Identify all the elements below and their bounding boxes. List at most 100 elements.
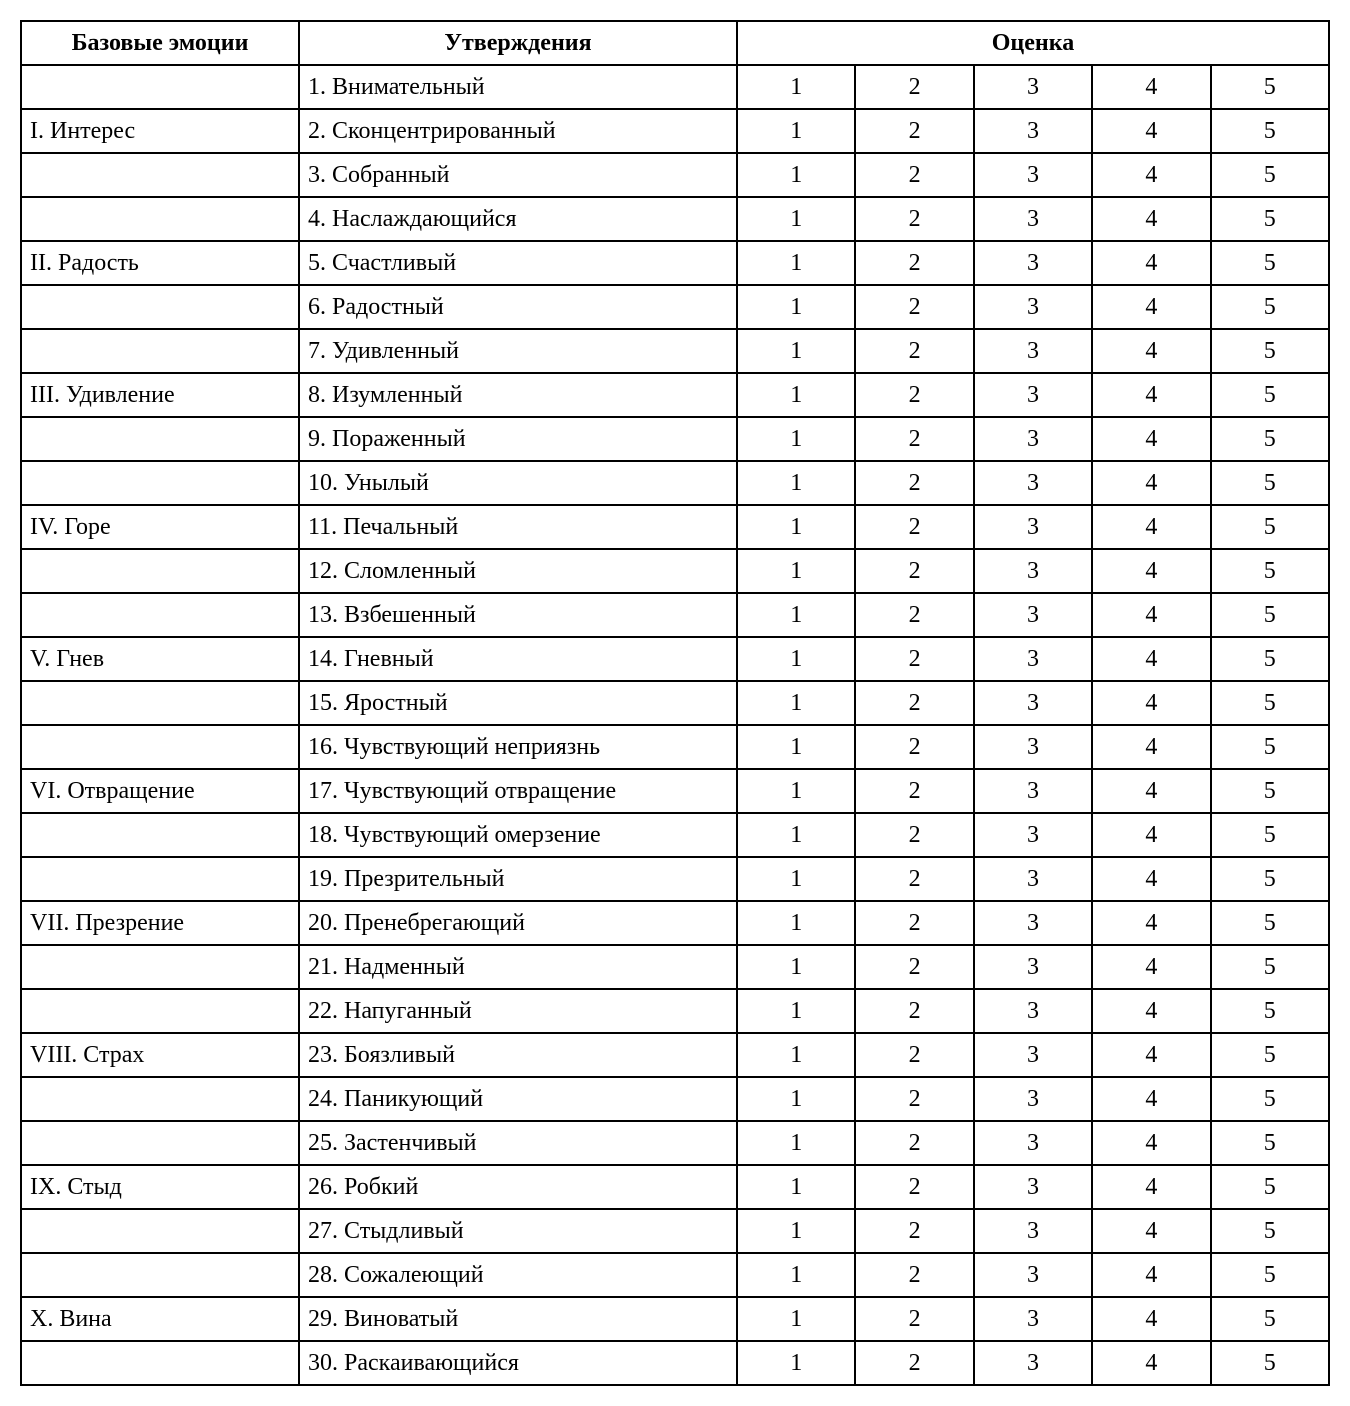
rating-cell[interactable]: 3 bbox=[974, 1209, 1092, 1253]
rating-cell[interactable]: 4 bbox=[1092, 593, 1210, 637]
rating-cell[interactable]: 3 bbox=[974, 505, 1092, 549]
rating-cell[interactable]: 1 bbox=[737, 505, 855, 549]
rating-cell[interactable]: 1 bbox=[737, 241, 855, 285]
rating-cell[interactable]: 2 bbox=[855, 329, 973, 373]
rating-cell[interactable]: 5 bbox=[1211, 241, 1329, 285]
rating-cell[interactable]: 3 bbox=[974, 901, 1092, 945]
rating-cell[interactable]: 5 bbox=[1211, 1077, 1329, 1121]
rating-cell[interactable]: 5 bbox=[1211, 1121, 1329, 1165]
rating-cell[interactable]: 4 bbox=[1092, 681, 1210, 725]
rating-cell[interactable]: 5 bbox=[1211, 813, 1329, 857]
rating-cell[interactable]: 4 bbox=[1092, 373, 1210, 417]
rating-cell[interactable]: 4 bbox=[1092, 857, 1210, 901]
rating-cell[interactable]: 4 bbox=[1092, 329, 1210, 373]
rating-cell[interactable]: 2 bbox=[855, 549, 973, 593]
rating-cell[interactable]: 4 bbox=[1092, 1297, 1210, 1341]
rating-cell[interactable]: 4 bbox=[1092, 1253, 1210, 1297]
rating-cell[interactable]: 4 bbox=[1092, 989, 1210, 1033]
rating-cell[interactable]: 4 bbox=[1092, 901, 1210, 945]
rating-cell[interactable]: 1 bbox=[737, 681, 855, 725]
rating-cell[interactable]: 2 bbox=[855, 1121, 973, 1165]
rating-cell[interactable]: 2 bbox=[855, 461, 973, 505]
rating-cell[interactable]: 1 bbox=[737, 1165, 855, 1209]
rating-cell[interactable]: 5 bbox=[1211, 945, 1329, 989]
rating-cell[interactable]: 1 bbox=[737, 1253, 855, 1297]
rating-cell[interactable]: 5 bbox=[1211, 1341, 1329, 1385]
rating-cell[interactable]: 3 bbox=[974, 1253, 1092, 1297]
rating-cell[interactable]: 3 bbox=[974, 769, 1092, 813]
rating-cell[interactable]: 4 bbox=[1092, 1033, 1210, 1077]
rating-cell[interactable]: 5 bbox=[1211, 417, 1329, 461]
rating-cell[interactable]: 3 bbox=[974, 637, 1092, 681]
rating-cell[interactable]: 5 bbox=[1211, 1165, 1329, 1209]
rating-cell[interactable]: 3 bbox=[974, 373, 1092, 417]
rating-cell[interactable]: 2 bbox=[855, 593, 973, 637]
rating-cell[interactable]: 1 bbox=[737, 1077, 855, 1121]
rating-cell[interactable]: 3 bbox=[974, 1165, 1092, 1209]
rating-cell[interactable]: 2 bbox=[855, 769, 973, 813]
rating-cell[interactable]: 1 bbox=[737, 1341, 855, 1385]
rating-cell[interactable]: 5 bbox=[1211, 725, 1329, 769]
rating-cell[interactable]: 2 bbox=[855, 681, 973, 725]
rating-cell[interactable]: 1 bbox=[737, 197, 855, 241]
rating-cell[interactable]: 4 bbox=[1092, 65, 1210, 109]
rating-cell[interactable]: 4 bbox=[1092, 549, 1210, 593]
rating-cell[interactable]: 2 bbox=[855, 1253, 973, 1297]
rating-cell[interactable]: 5 bbox=[1211, 1033, 1329, 1077]
rating-cell[interactable]: 3 bbox=[974, 109, 1092, 153]
rating-cell[interactable]: 4 bbox=[1092, 197, 1210, 241]
rating-cell[interactable]: 1 bbox=[737, 1121, 855, 1165]
rating-cell[interactable]: 1 bbox=[737, 1297, 855, 1341]
rating-cell[interactable]: 3 bbox=[974, 857, 1092, 901]
rating-cell[interactable]: 3 bbox=[974, 1121, 1092, 1165]
rating-cell[interactable]: 3 bbox=[974, 593, 1092, 637]
rating-cell[interactable]: 4 bbox=[1092, 1121, 1210, 1165]
rating-cell[interactable]: 2 bbox=[855, 1341, 973, 1385]
rating-cell[interactable]: 3 bbox=[974, 1341, 1092, 1385]
rating-cell[interactable]: 3 bbox=[974, 1077, 1092, 1121]
rating-cell[interactable]: 5 bbox=[1211, 901, 1329, 945]
rating-cell[interactable]: 1 bbox=[737, 329, 855, 373]
rating-cell[interactable]: 3 bbox=[974, 813, 1092, 857]
rating-cell[interactable]: 5 bbox=[1211, 65, 1329, 109]
rating-cell[interactable]: 1 bbox=[737, 417, 855, 461]
rating-cell[interactable]: 2 bbox=[855, 857, 973, 901]
rating-cell[interactable]: 5 bbox=[1211, 461, 1329, 505]
rating-cell[interactable]: 5 bbox=[1211, 769, 1329, 813]
rating-cell[interactable]: 5 bbox=[1211, 109, 1329, 153]
rating-cell[interactable]: 1 bbox=[737, 285, 855, 329]
rating-cell[interactable]: 3 bbox=[974, 197, 1092, 241]
rating-cell[interactable]: 3 bbox=[974, 417, 1092, 461]
rating-cell[interactable]: 4 bbox=[1092, 813, 1210, 857]
rating-cell[interactable]: 5 bbox=[1211, 153, 1329, 197]
rating-cell[interactable]: 2 bbox=[855, 241, 973, 285]
rating-cell[interactable]: 2 bbox=[855, 285, 973, 329]
rating-cell[interactable]: 3 bbox=[974, 153, 1092, 197]
rating-cell[interactable]: 4 bbox=[1092, 285, 1210, 329]
rating-cell[interactable]: 2 bbox=[855, 1077, 973, 1121]
rating-cell[interactable]: 1 bbox=[737, 945, 855, 989]
rating-cell[interactable]: 2 bbox=[855, 373, 973, 417]
rating-cell[interactable]: 2 bbox=[855, 1165, 973, 1209]
rating-cell[interactable]: 1 bbox=[737, 1209, 855, 1253]
rating-cell[interactable]: 1 bbox=[737, 989, 855, 1033]
rating-cell[interactable]: 2 bbox=[855, 989, 973, 1033]
rating-cell[interactable]: 5 bbox=[1211, 681, 1329, 725]
rating-cell[interactable]: 4 bbox=[1092, 241, 1210, 285]
rating-cell[interactable]: 3 bbox=[974, 65, 1092, 109]
rating-cell[interactable]: 1 bbox=[737, 373, 855, 417]
rating-cell[interactable]: 2 bbox=[855, 417, 973, 461]
rating-cell[interactable]: 2 bbox=[855, 65, 973, 109]
rating-cell[interactable]: 5 bbox=[1211, 549, 1329, 593]
rating-cell[interactable]: 1 bbox=[737, 857, 855, 901]
rating-cell[interactable]: 1 bbox=[737, 109, 855, 153]
rating-cell[interactable]: 2 bbox=[855, 109, 973, 153]
rating-cell[interactable]: 1 bbox=[737, 725, 855, 769]
rating-cell[interactable]: 3 bbox=[974, 549, 1092, 593]
rating-cell[interactable]: 4 bbox=[1092, 1209, 1210, 1253]
rating-cell[interactable]: 2 bbox=[855, 1209, 973, 1253]
rating-cell[interactable]: 2 bbox=[855, 197, 973, 241]
rating-cell[interactable]: 5 bbox=[1211, 1209, 1329, 1253]
rating-cell[interactable]: 3 bbox=[974, 1297, 1092, 1341]
rating-cell[interactable]: 4 bbox=[1092, 637, 1210, 681]
